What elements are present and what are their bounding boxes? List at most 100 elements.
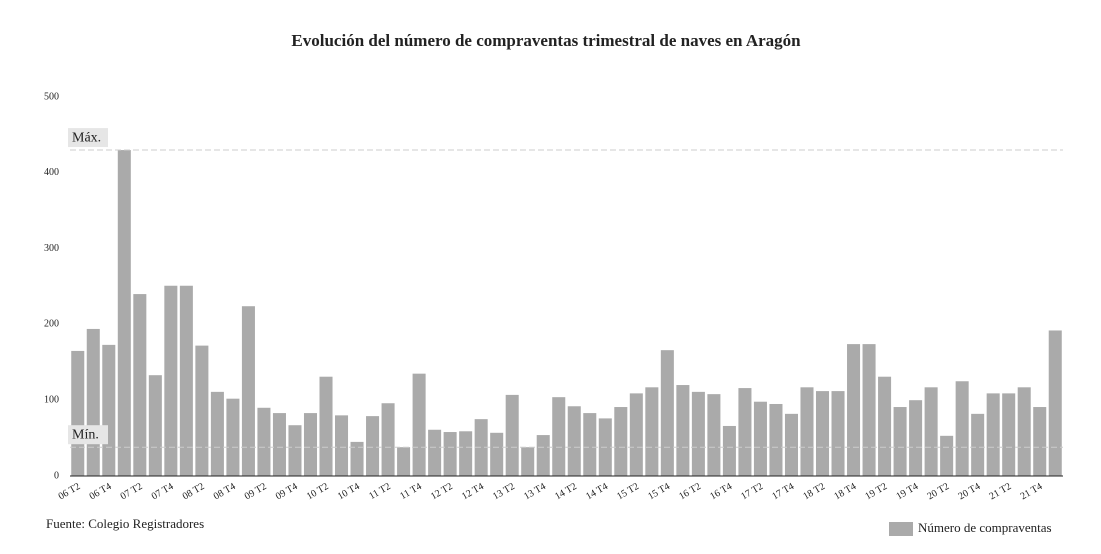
x-tick-label: 18 T4 bbox=[832, 481, 858, 502]
x-tick-label: 21 T4 bbox=[1019, 481, 1045, 502]
x-tick-label: 20 T2 bbox=[925, 481, 951, 502]
y-tick-label: 300 bbox=[44, 243, 59, 254]
bar bbox=[474, 419, 488, 476]
y-tick-label: 500 bbox=[44, 91, 59, 102]
x-tick-label: 16 T2 bbox=[677, 481, 703, 502]
bar bbox=[924, 387, 938, 476]
bar bbox=[536, 435, 550, 476]
x-tick-label: 17 T2 bbox=[739, 481, 765, 502]
bar bbox=[117, 150, 131, 476]
bar bbox=[815, 391, 830, 476]
x-tick-label: 20 T4 bbox=[957, 481, 983, 502]
bar bbox=[319, 376, 333, 476]
bar bbox=[676, 385, 690, 476]
chart-title: Evolución del número de compraventas tri… bbox=[291, 31, 801, 50]
x-tick-label: 09 T4 bbox=[274, 481, 300, 502]
x-tick-label: 16 T4 bbox=[708, 481, 734, 502]
bar bbox=[521, 447, 535, 476]
x-tick-label: 15 T2 bbox=[615, 481, 641, 502]
x-tick-label: 08 T2 bbox=[181, 481, 207, 502]
bar bbox=[86, 328, 100, 476]
bar bbox=[210, 391, 224, 476]
bar bbox=[893, 407, 907, 476]
x-tick-label: 08 T4 bbox=[212, 481, 238, 502]
bar bbox=[71, 350, 85, 476]
bar bbox=[490, 432, 504, 476]
y-tick-label: 400 bbox=[44, 167, 59, 178]
source: Fuente: Colegio Registradores bbox=[46, 516, 204, 531]
bar bbox=[800, 387, 814, 476]
bar bbox=[412, 373, 426, 476]
bar bbox=[878, 376, 892, 476]
legend-label: Número de compraventas bbox=[918, 520, 1052, 535]
bar bbox=[614, 407, 628, 476]
bar bbox=[272, 413, 286, 476]
annotation-bg bbox=[68, 425, 108, 445]
x-tick-label: 10 T4 bbox=[336, 481, 362, 502]
bar bbox=[397, 447, 411, 476]
x-tick-label: 11 T4 bbox=[398, 481, 423, 502]
bar bbox=[1002, 393, 1016, 476]
bar bbox=[428, 429, 442, 476]
bar bbox=[940, 435, 954, 476]
x-tick-label: 17 T4 bbox=[770, 481, 796, 502]
bar bbox=[164, 285, 178, 476]
x-tick-label: 21 T2 bbox=[988, 481, 1014, 502]
bar bbox=[1033, 407, 1047, 476]
x-tick-label: 13 T4 bbox=[522, 481, 548, 502]
bar bbox=[459, 431, 473, 476]
x-tick-label: 18 T2 bbox=[801, 481, 827, 502]
x-tick-label: 12 T2 bbox=[429, 481, 455, 502]
bar bbox=[226, 398, 240, 476]
bar bbox=[148, 375, 162, 476]
bar bbox=[350, 441, 364, 476]
annotation-label: Máx. bbox=[72, 130, 101, 145]
bar bbox=[102, 344, 116, 476]
bar bbox=[660, 350, 674, 476]
bar bbox=[241, 306, 255, 476]
bar bbox=[195, 345, 209, 476]
bar bbox=[955, 381, 969, 476]
x-tick-label: 07 T2 bbox=[119, 481, 145, 502]
bar bbox=[831, 391, 845, 476]
annotation-bg bbox=[68, 128, 108, 148]
x-tick-label: 12 T4 bbox=[460, 481, 486, 502]
bar bbox=[179, 285, 193, 476]
bar bbox=[1017, 387, 1031, 476]
bar bbox=[847, 344, 861, 476]
bar bbox=[133, 294, 147, 476]
bar bbox=[381, 403, 395, 476]
x-tick-label: 14 T4 bbox=[584, 481, 610, 502]
bar bbox=[909, 400, 923, 476]
x-tick-label: 15 T4 bbox=[646, 481, 672, 502]
bar bbox=[335, 415, 349, 476]
bar bbox=[629, 393, 643, 476]
bar bbox=[722, 425, 736, 476]
bar bbox=[583, 413, 597, 476]
x-tick-label: 10 T2 bbox=[305, 481, 331, 502]
bar bbox=[769, 403, 783, 476]
annotation-label: Mín. bbox=[72, 427, 99, 442]
x-tick-label: 19 T2 bbox=[863, 481, 889, 502]
bar bbox=[366, 416, 380, 476]
y-tick-label: 0 bbox=[54, 470, 59, 481]
bar bbox=[443, 432, 457, 476]
legend-swatch bbox=[889, 522, 913, 536]
y-tick-label: 100 bbox=[44, 394, 59, 405]
x-tick-label: 11 T2 bbox=[367, 481, 392, 502]
bar bbox=[288, 425, 302, 476]
bar bbox=[784, 413, 798, 476]
bar bbox=[862, 344, 876, 476]
bar bbox=[552, 397, 566, 476]
x-tick-label: 13 T2 bbox=[491, 481, 517, 502]
bar bbox=[505, 394, 519, 476]
bar bbox=[707, 394, 721, 476]
bar bbox=[257, 407, 271, 476]
bar bbox=[1048, 330, 1062, 476]
x-tick-label: 06 T2 bbox=[57, 481, 83, 502]
x-tick-label: 09 T2 bbox=[243, 481, 269, 502]
bar bbox=[303, 413, 318, 476]
x-tick-label: 07 T4 bbox=[150, 481, 176, 502]
y-tick-label: 200 bbox=[44, 319, 59, 330]
